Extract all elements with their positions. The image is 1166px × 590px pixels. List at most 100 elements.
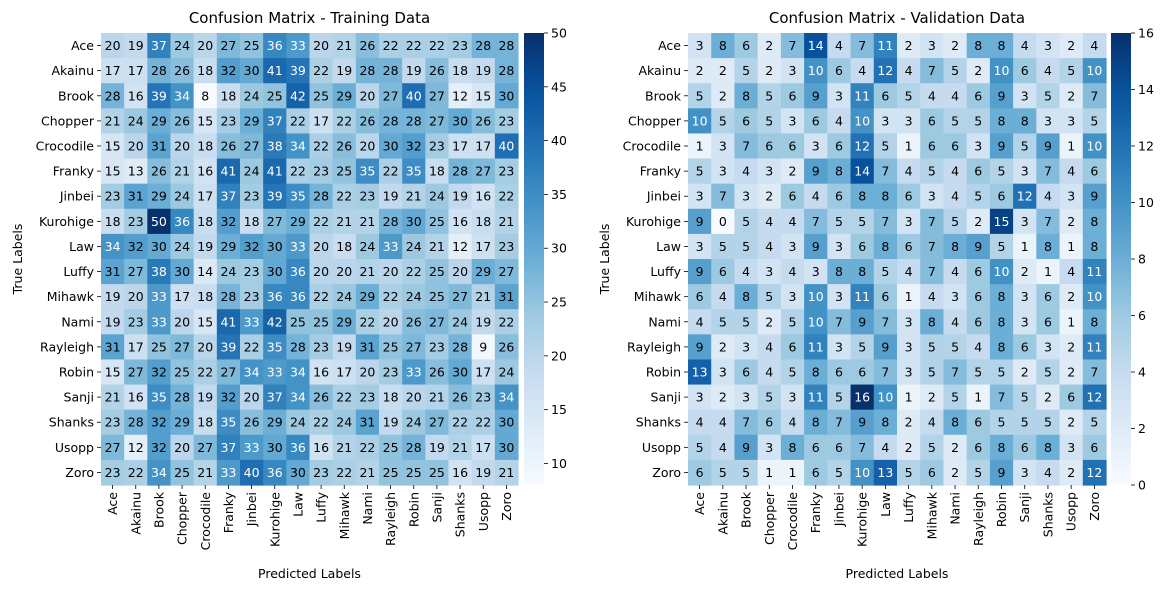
cell-value-label: 6	[974, 164, 982, 179]
heatmap-cell	[827, 133, 852, 160]
heatmap-cell	[263, 158, 287, 185]
heatmap-cell	[1036, 158, 1061, 185]
heatmap-cell	[734, 259, 759, 285]
cell-value-label: 16	[452, 214, 468, 229]
colorbar-tick-label: 35	[551, 187, 567, 202]
heatmap-cell	[1036, 33, 1061, 59]
cell-value-label: 32	[244, 239, 260, 254]
heatmap-cell	[827, 233, 852, 260]
cell-value-label: 9	[696, 264, 704, 279]
heatmap-cell	[780, 309, 805, 335]
cell-value-label: 2	[928, 390, 936, 405]
heatmap-cell	[448, 409, 473, 436]
x-tick-labels: Ace Akainu Brook Chopper Crocodile Franky Jinb…	[692, 485, 1102, 550]
heatmap-cell	[688, 208, 712, 235]
heatmap-cell	[989, 158, 1014, 185]
heatmap-cell	[425, 384, 450, 411]
heatmap-cell	[332, 133, 357, 160]
heatmap-cell	[850, 384, 875, 411]
heatmap-cell	[170, 108, 195, 135]
cell-value-label: 23	[105, 415, 121, 430]
cell-value-label: 6	[1021, 339, 1029, 354]
x-tick-label: Franky	[221, 491, 236, 533]
cell-value-label: 12	[1086, 390, 1102, 405]
heatmap-cell	[147, 334, 172, 361]
heatmap-cell	[734, 384, 759, 411]
heatmap-cell	[943, 83, 968, 109]
heatmap-cell	[1036, 409, 1061, 436]
heatmap-cell	[101, 33, 125, 59]
colorbar-tick-label: 25	[551, 295, 567, 310]
heatmap-cell	[850, 233, 875, 260]
heatmap-cell	[804, 359, 828, 386]
cell-value-label: 9	[881, 339, 889, 354]
cell-value-label: 7	[1044, 164, 1052, 179]
heatmap-cell	[425, 183, 450, 210]
cell-value-label: 19	[105, 289, 121, 304]
cell-value-label: 6	[742, 365, 750, 380]
heatmap-cell	[355, 133, 380, 160]
cell-value-label: 27	[475, 164, 491, 179]
cell-value-label: 6	[881, 88, 889, 103]
cell-value-label: 30	[406, 214, 422, 229]
cell-value-label: 19	[383, 415, 399, 430]
heatmap-cell	[1059, 434, 1084, 461]
heatmap-cell	[263, 309, 287, 335]
cell-value-label: 25	[244, 38, 260, 53]
heatmap-cell	[920, 33, 945, 59]
cell-value-label: 22	[359, 440, 375, 455]
cell-value-label: 27	[244, 139, 260, 154]
heatmap-cell	[332, 58, 357, 84]
heatmap-cell	[332, 183, 357, 210]
cell-value-label: 42	[290, 88, 306, 103]
heatmap-cell	[804, 158, 828, 185]
heatmap-cell	[850, 133, 875, 160]
heatmap-cell	[170, 359, 195, 386]
cell-value-label: 4	[719, 415, 727, 430]
heatmap-cell	[1082, 108, 1107, 135]
heatmap-cell	[1059, 58, 1084, 84]
cell-value-label: 4	[881, 440, 889, 455]
heatmap-cell	[494, 58, 519, 84]
heatmap-cell	[355, 409, 380, 436]
cell-value-label: 18	[197, 63, 213, 78]
cell-value-label: 28	[383, 214, 399, 229]
cell-value-label: 24	[359, 239, 375, 254]
heatmap-cell	[147, 183, 172, 210]
heatmap-cell	[425, 158, 450, 185]
cell-value-label: 30	[452, 113, 468, 128]
heatmap-cell	[193, 133, 218, 160]
cell-value-label: 16	[197, 164, 213, 179]
heatmap-cell	[216, 133, 241, 160]
cell-value-label: 9	[998, 139, 1006, 154]
cell-value-label: 19	[452, 189, 468, 204]
y-tick-label: Nami	[648, 314, 681, 329]
cell-value-label: 34	[105, 239, 121, 254]
cell-value-label: 20	[244, 390, 260, 405]
heatmap-cell	[943, 158, 968, 185]
cell-value-label: 4	[1021, 38, 1029, 53]
cell-value-label: 24	[452, 314, 468, 329]
heatmap-cell	[989, 208, 1014, 235]
heatmap-cell	[943, 359, 968, 386]
heatmap-cell	[1036, 133, 1061, 160]
heatmap-cell	[897, 133, 921, 160]
heatmap-cell	[688, 158, 712, 185]
cell-value-label: 10	[994, 264, 1010, 279]
cell-value-label: 4	[789, 415, 797, 430]
cell-value-label: 6	[812, 113, 820, 128]
heatmap-cell	[1082, 384, 1107, 411]
heatmap-cell	[1082, 309, 1107, 335]
heatmap-cell	[193, 359, 218, 386]
cell-value-label: 21	[105, 390, 121, 405]
heatmap-cell	[425, 83, 450, 109]
heatmap-cell	[920, 233, 945, 260]
cell-value-label: 12	[452, 239, 468, 254]
heatmap-cell	[1013, 309, 1037, 335]
cell-value-label: 21	[429, 390, 445, 405]
cell-value-label: 5	[928, 339, 936, 354]
y-tick-label: Rayleigh	[40, 339, 94, 354]
heatmap-cell	[734, 334, 759, 361]
heatmap-cell	[920, 208, 945, 235]
heatmap-cell	[897, 259, 921, 285]
